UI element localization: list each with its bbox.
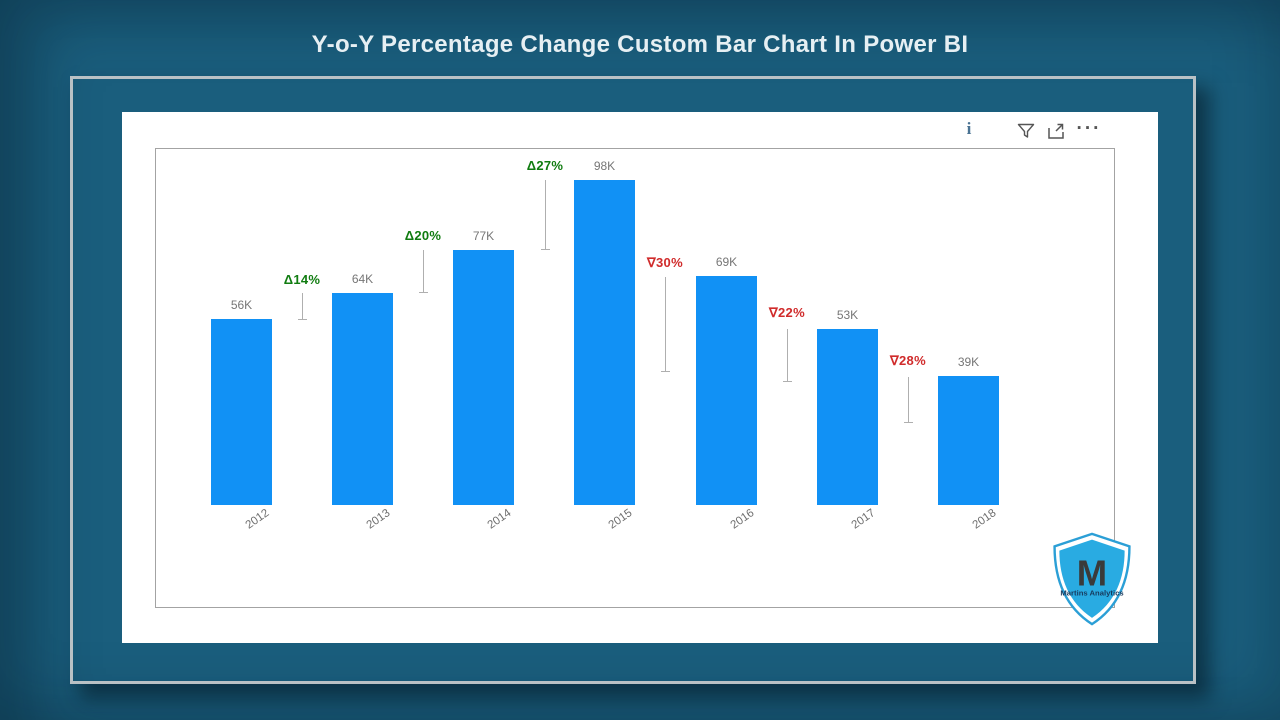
value-label-2014: 77K bbox=[472, 229, 495, 243]
yoy-connector-2016 bbox=[661, 277, 670, 372]
bar-2013[interactable] bbox=[332, 293, 393, 505]
yoy-label-2016: ∇30% bbox=[647, 255, 683, 270]
shield-fill bbox=[1059, 539, 1125, 618]
yoy-connector-2014 bbox=[419, 250, 428, 293]
value-label-2018: 39K bbox=[957, 355, 980, 369]
bar-2012[interactable] bbox=[211, 319, 272, 505]
yoy-label-2015: Δ27% bbox=[526, 158, 564, 173]
yoy-label-2014: Δ20% bbox=[404, 228, 442, 243]
bar-2016[interactable] bbox=[696, 276, 757, 505]
yoy-label-2017: ∇22% bbox=[769, 305, 805, 320]
bar-2018[interactable] bbox=[938, 376, 999, 505]
more-options-icon[interactable]: ··· bbox=[1076, 118, 1102, 139]
filter-icon[interactable] bbox=[1016, 121, 1036, 141]
focus-mode-icon[interactable] bbox=[1046, 121, 1066, 141]
logo-text: Martins Analytics bbox=[1060, 588, 1123, 597]
value-label-2017: 53K bbox=[836, 308, 859, 322]
yoy-connector-2015 bbox=[541, 180, 550, 250]
value-label-2015: 98K bbox=[593, 159, 616, 173]
bar-2017[interactable] bbox=[817, 329, 878, 505]
martins-analytics-logo: M Martins Analytics bbox=[1053, 532, 1131, 626]
yoy-connector-2017 bbox=[783, 329, 792, 382]
outer-frame bbox=[70, 76, 1196, 684]
page-title: Y-o-Y Percentage Change Custom Bar Chart… bbox=[311, 31, 969, 58]
info-icon[interactable]: i bbox=[966, 119, 972, 138]
value-label-2013: 64K bbox=[351, 272, 374, 286]
bar-2014[interactable] bbox=[453, 250, 514, 505]
yoy-label-2018: ∇28% bbox=[890, 353, 926, 368]
yoy-connector-2018 bbox=[904, 377, 913, 423]
value-label-2016: 69K bbox=[715, 255, 738, 269]
logo-initial: M bbox=[1077, 553, 1107, 594]
bar-2015[interactable] bbox=[574, 180, 635, 505]
yoy-label-2013: Δ14% bbox=[283, 272, 321, 287]
value-label-2012: 56K bbox=[230, 298, 253, 312]
yoy-connector-2013 bbox=[298, 293, 307, 320]
